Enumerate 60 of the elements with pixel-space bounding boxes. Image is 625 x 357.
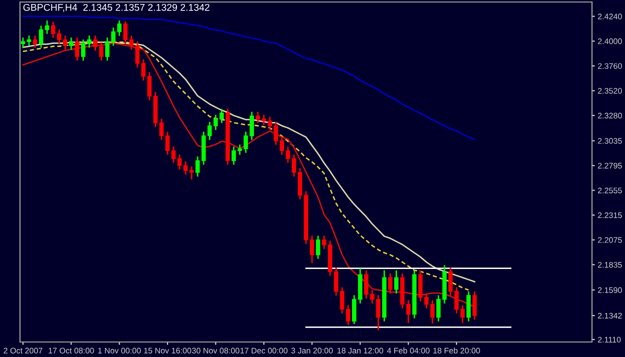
- candlestick: [20, 36, 26, 48]
- candlestick: [424, 292, 429, 310]
- candlestick: [286, 146, 290, 164]
- candlestick: [388, 272, 392, 294]
- candlestick: [394, 270, 398, 294]
- candlestick: [75, 36, 80, 62]
- y-tick-label: 2.3760: [598, 63, 622, 69]
- candlestick: [171, 146, 176, 164]
- candlestick: [292, 154, 296, 178]
- y-tick-label: 2.4240: [598, 14, 622, 20]
- candlestick: [460, 304, 465, 324]
- candlestick: [316, 235, 320, 260]
- candlestick: [177, 154, 182, 170]
- x-tick-label: 1 Nov 00:00: [98, 348, 141, 354]
- candlestick: [183, 160, 188, 176]
- candlestick: [135, 40, 140, 68]
- candlestick: [436, 294, 441, 322]
- candlestick: [280, 136, 284, 156]
- candlestick: [26, 34, 32, 46]
- candlestick: [189, 166, 194, 180]
- candlestick: [69, 36, 74, 50]
- y-tick-label: 2.2795: [598, 162, 622, 169]
- candlestick: [310, 235, 314, 264]
- candlestick: [165, 130, 170, 156]
- candlestick: [418, 270, 423, 302]
- candlestick: [44, 20, 50, 35]
- candlestick: [141, 58, 146, 82]
- candlestick: [38, 24, 44, 48]
- chart-title: GBPCHF,H4 2.1345 2.1357 2.1329 2.1342: [23, 4, 210, 12]
- x-tick-label: 4 Feb 04:00: [387, 348, 430, 354]
- candlestick: [472, 290, 477, 320]
- candlestick: [32, 34, 38, 48]
- y-tick-label: 2.2555: [598, 188, 622, 194]
- y-tick-label: 2.1835: [598, 262, 622, 268]
- x-tick-label: 15 Nov 16:00: [144, 348, 192, 354]
- y-tick-label: 2.2075: [598, 237, 622, 243]
- candlestick: [466, 290, 471, 322]
- x-tick-label: 17 Dec 00:00: [240, 348, 288, 354]
- y-tick-label: 2.3035: [598, 138, 622, 144]
- x-tick-label: 2 Oct 2007: [4, 348, 42, 354]
- line-series: [22, 16, 476, 140]
- candlestick: [454, 286, 459, 314]
- y-tick-label: 2.2315: [598, 212, 622, 218]
- y-tick-label: 2.4000: [598, 38, 622, 44]
- x-tick-label: 17 Oct 08:00: [48, 348, 94, 354]
- candlestick: [147, 72, 152, 101]
- y-tick-label: 2.1342: [598, 312, 622, 319]
- candlestick: [322, 235, 326, 250]
- y-tick-label: 2.1590: [598, 287, 622, 293]
- candlestick: [430, 299, 435, 324]
- x-tick-label: 18 Feb 20:00: [433, 348, 480, 354]
- candlestick: [298, 168, 302, 200]
- y-tick-label: 2.1110: [598, 336, 621, 343]
- y-tick-label: 2.3520: [598, 88, 622, 94]
- x-tick-label: 3 Jan 20:00: [291, 348, 333, 354]
- x-tick-label: 18 Jan 12:00: [338, 348, 384, 354]
- candlestick: [448, 266, 453, 296]
- candlestick: [159, 118, 164, 141]
- y-tick-label: 2.3280: [598, 112, 622, 118]
- x-tick-label: 30 Nov 08:00: [192, 348, 240, 354]
